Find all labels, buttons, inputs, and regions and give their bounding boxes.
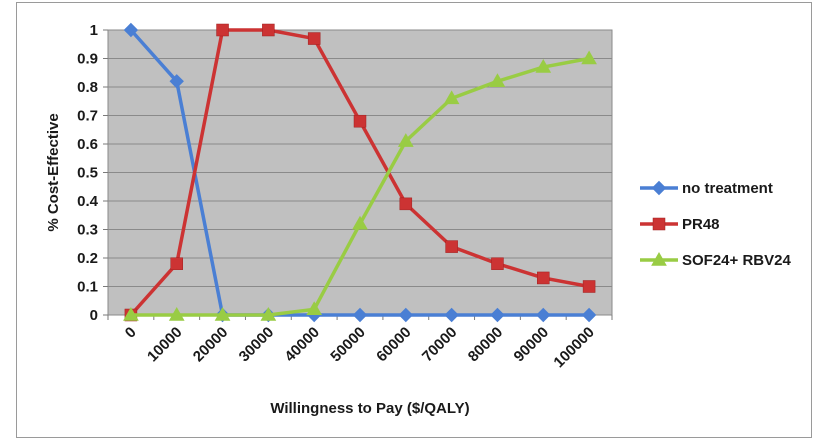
data-point [536,307,551,323]
data-point [216,23,229,37]
y-tick-label: 0 [90,307,98,324]
series-1 [124,23,596,322]
data-point [537,271,550,285]
data-point [444,307,459,323]
x-tick-label: 70000 [419,324,461,366]
y-tick-label: 0.1 [77,279,98,296]
data-point [489,73,506,88]
y-tick-label: 1 [90,22,98,39]
x-tick-label: 50000 [327,324,369,366]
x-tick-label: 10000 [144,324,186,366]
data-point [352,307,368,323]
data-point [398,307,414,323]
x-tick-label: 80000 [465,324,507,366]
data-point [123,22,139,38]
data-point [353,114,367,128]
legend-label: PR48 [682,216,720,233]
data-point [306,301,323,316]
data-point [445,240,458,253]
legend-label: no treatment [682,180,773,197]
data-point [123,306,139,321]
legend-marker [652,217,666,231]
legend-item: SOF24+ RBV24 [640,251,791,269]
series-2 [123,50,597,321]
y-tick-label: 0.8 [77,79,98,96]
data-point [352,215,368,230]
data-point [307,32,321,45]
data-point [491,257,504,270]
y-tick-label: 0.3 [77,222,98,239]
x-axis-title: Willingness to Pay ($/QALY) [270,400,469,417]
y-tick-label: 0.5 [77,165,98,182]
x-tick-label: 100000 [550,324,597,371]
legend-item: PR48 [640,216,720,233]
y-tick-label: 0.6 [77,136,98,153]
legend-marker [651,251,667,266]
data-point [260,306,277,321]
y-tick-label: 0.4 [77,193,99,210]
series-0 [123,22,597,323]
data-point [262,23,275,37]
data-point [169,74,184,89]
data-point [535,59,552,73]
x-tick-label: 0 [122,324,140,342]
legend-marker [651,180,667,196]
x-axis-ticks: 0 10000 20000 30000 40000 50000 60000 70000 8000… [107,315,613,371]
y-tick-label: 0.9 [77,51,98,68]
y-tick-label: 0.2 [77,250,98,267]
x-tick-label: 60000 [373,324,415,366]
data-point [581,307,597,323]
legend-label: SOF24+ RBV24 [682,252,791,269]
data-point [214,306,231,321]
x-tick-label: 20000 [190,324,232,366]
data-point [399,197,413,211]
y-tick-label: 0.7 [77,108,98,125]
gridlines [107,29,613,316]
data-point [582,280,596,293]
data-point [443,90,460,105]
legend: no treatment PR48 SOF24+ RBV24 [640,180,791,269]
data-point [397,133,414,147]
data-point [581,50,597,65]
series-layer [123,22,597,323]
y-axis-ticks: 0 0.1 0.2 0.3 0.4 0.5 0.6 0.7 0.8 0.9 1 [77,22,108,324]
data-point [170,257,183,270]
legend-item: no treatment [640,180,773,197]
y-axis-title: % Cost-Effective [45,113,62,231]
data-point [168,306,185,321]
x-tick-label: 90000 [511,324,553,366]
x-tick-label: 40000 [281,324,323,366]
x-tick-label: 30000 [236,324,278,366]
data-point [490,307,505,323]
